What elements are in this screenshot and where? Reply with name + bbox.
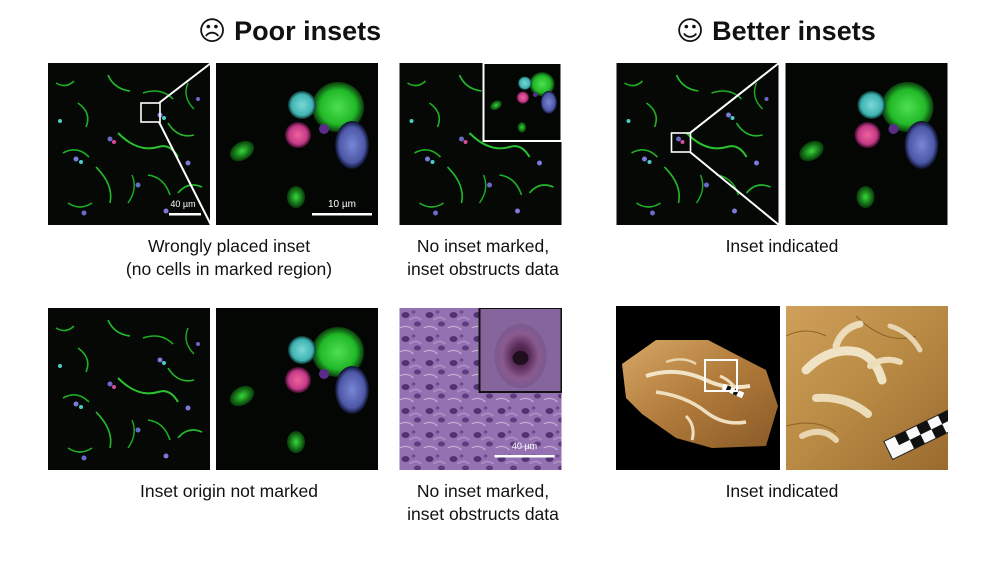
smiling-face-icon: ☺ (676, 16, 705, 47)
tissue-image-obstructing-inset: 40 µm (399, 308, 562, 470)
caption-inset-indicated: Inset indicated (690, 235, 874, 258)
caption-line: No inset marked, (416, 481, 550, 501)
caption-wrongly-placed: Wrongly placed inset (no cells in marked… (94, 235, 364, 281)
caption-no-inset-marked-2: No inset marked, inset obstructs data (390, 480, 576, 526)
caption-line: Inset origin not marked (139, 481, 318, 501)
overview-image-wrong-marker: 40 µm (48, 63, 210, 225)
scale-bar-label: 40 µm (170, 199, 195, 209)
caption-inset-indicated-2: Inset indicated (690, 480, 874, 503)
zoom-image (785, 63, 948, 225)
overview-image-obstructing-inset (399, 63, 562, 225)
overview-image-correct-marker (616, 63, 779, 225)
caption-line: Wrongly placed inset (147, 236, 311, 256)
caption-line: inset obstructs data (407, 259, 559, 279)
zoom-image (216, 308, 380, 470)
better-insets-heading: ☺ Better insets (676, 16, 876, 47)
caption-line: inset obstructs data (407, 504, 559, 524)
fossil-zoom-image (786, 306, 948, 470)
scale-bar-label: 10 µm (328, 199, 356, 210)
zoom-image: 10 µm (216, 63, 380, 225)
caption-line: Inset indicated (725, 481, 839, 501)
caption-line: Inset indicated (725, 236, 839, 256)
caption-line: No inset marked, (416, 236, 550, 256)
frowning-face-icon: ☹ (198, 16, 227, 47)
scale-bar-label: 40 µm (512, 441, 537, 451)
caption-origin-not-marked: Inset origin not marked (94, 480, 364, 503)
fossil-overview-image (616, 306, 780, 470)
poor-insets-heading: ☹ Poor insets (198, 16, 381, 47)
better-insets-title: Better insets (712, 16, 876, 46)
poor-insets-title: Poor insets (234, 16, 382, 46)
overview-image-no-marker (48, 308, 210, 470)
caption-no-inset-marked: No inset marked, inset obstructs data (390, 235, 576, 281)
caption-line: (no cells in marked region) (125, 259, 333, 279)
